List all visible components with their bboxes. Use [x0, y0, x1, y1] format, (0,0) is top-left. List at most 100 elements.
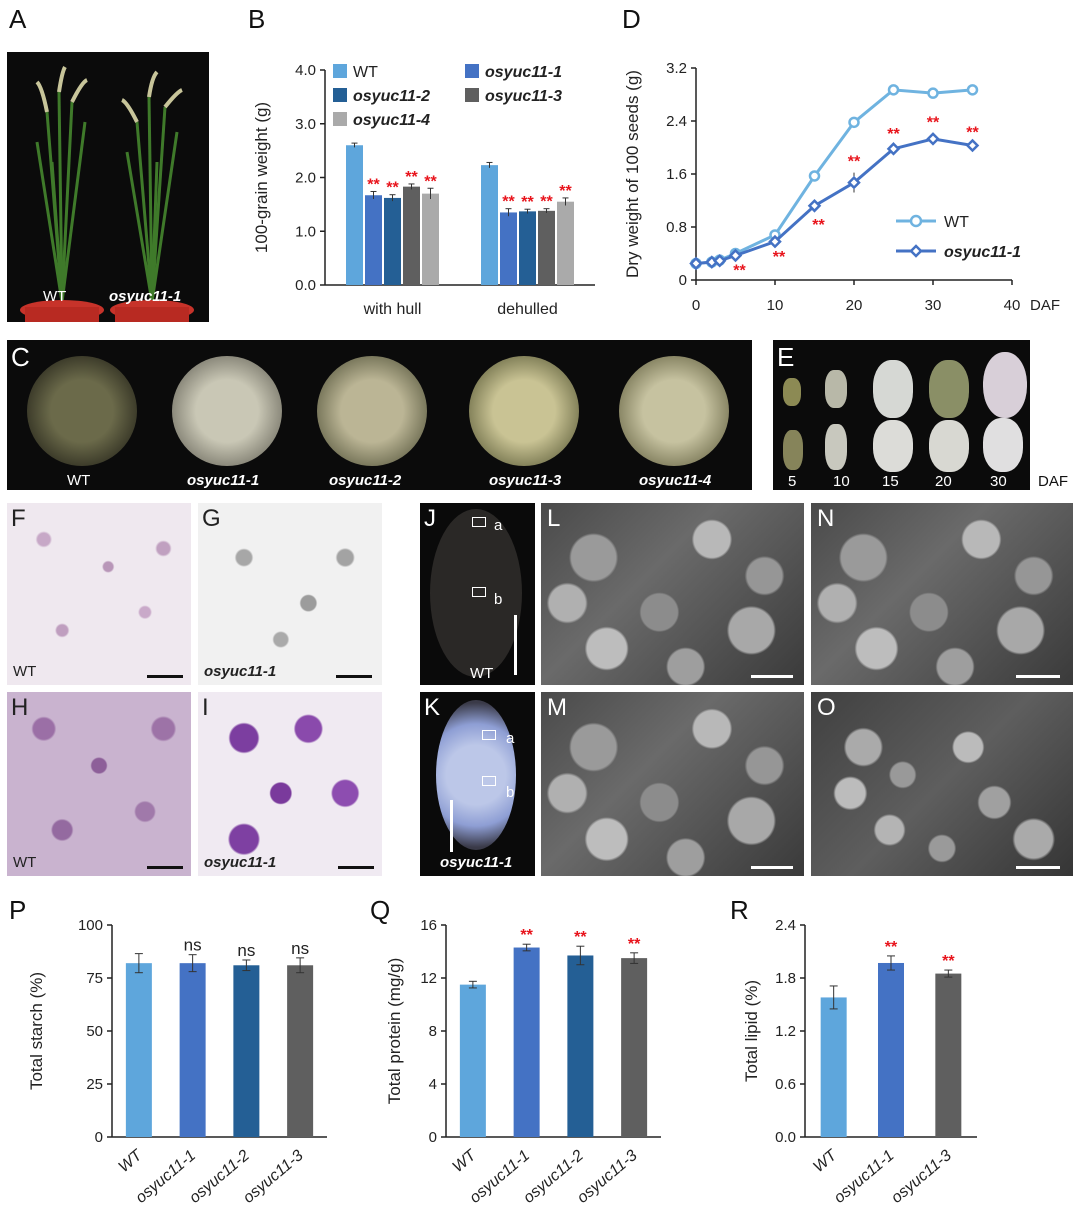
- significance-marker: **: [502, 194, 515, 211]
- y-axis-title: 100-grain weight (g): [252, 102, 271, 253]
- bar: [820, 997, 847, 1137]
- y-tick-label: 0.0: [775, 1129, 796, 1146]
- cross-section-k: K a b osyuc11-1: [420, 692, 535, 876]
- bar: [422, 193, 439, 285]
- region-b-label-j: b: [494, 591, 503, 608]
- legend-label: WT: [944, 214, 969, 231]
- significance-marker: **: [540, 194, 553, 211]
- data-point: [768, 234, 782, 249]
- y-tick-label: 1.8: [775, 970, 796, 987]
- seed-label-osyuc11-2: osyuc11-2: [329, 472, 402, 489]
- data-point: [848, 116, 860, 129]
- y-tick-label: 3.2: [666, 60, 687, 77]
- bar: [878, 962, 904, 1137]
- y-tick-label: 8: [429, 1023, 437, 1040]
- data-point: [926, 132, 940, 146]
- significance-marker: **: [773, 249, 786, 266]
- legend-label: osyuc11-4: [353, 112, 430, 129]
- bar: [403, 186, 420, 285]
- y-tick-label: 1.6: [666, 166, 687, 183]
- panel-label-e: E: [777, 342, 795, 372]
- panel-label-i: I: [202, 694, 209, 721]
- region-b-label-k: b: [506, 784, 515, 801]
- significance-marker: **: [405, 169, 418, 186]
- plant-photo: WT osyuc11-1: [7, 52, 209, 322]
- sem-photo-l: L: [541, 503, 804, 685]
- legend-label: osyuc11-3: [485, 88, 562, 105]
- bar: [346, 145, 363, 285]
- y-axis-title: Total lipid (%): [742, 980, 761, 1082]
- section-label-h: WT: [13, 854, 37, 871]
- bar: [233, 965, 260, 1137]
- panel-label-h: H: [11, 694, 29, 721]
- bar: [557, 201, 574, 285]
- y-tick-label: 75: [86, 970, 103, 987]
- bar: [384, 197, 401, 285]
- bar: [519, 211, 536, 285]
- x-category-label: osyuc11-3: [574, 1147, 641, 1207]
- legend-swatch: [333, 64, 347, 78]
- x-tick-label: 0: [692, 297, 700, 314]
- daf-unit-label: DAF: [1038, 473, 1068, 490]
- data-point: [847, 175, 861, 190]
- data-point: [808, 170, 821, 182]
- y-axis-title: Dry weight of 100 seeds (g): [623, 70, 642, 278]
- section-label-g: osyuc11-1: [204, 663, 277, 680]
- daf-day-10: 10: [833, 473, 850, 490]
- bar: [513, 947, 540, 1137]
- significance-marker: **: [942, 953, 955, 970]
- data-point: [689, 256, 703, 271]
- bar: [500, 212, 517, 285]
- y-tick-label: 4.0: [295, 62, 316, 79]
- plant-label-wt: WT: [43, 288, 67, 305]
- y-tick-label: 4: [429, 1076, 437, 1093]
- cross-section-j: J a b WT: [420, 503, 535, 685]
- y-tick-label: 3.0: [295, 116, 316, 133]
- x-axis-unit: DAF: [1030, 297, 1060, 314]
- bar: [459, 984, 486, 1137]
- significance-marker: **: [628, 936, 641, 953]
- section-photo-i: I osyuc11-1: [198, 692, 382, 876]
- panel-label-r: R: [730, 895, 749, 925]
- panel-label-k: K: [424, 694, 441, 721]
- x-tick-label: 20: [846, 297, 863, 314]
- rice-plants-illustration: [20, 65, 194, 322]
- sem-photo-m: M: [541, 692, 804, 876]
- panel-label-o: O: [817, 694, 836, 721]
- daf-day-15: 15: [882, 473, 899, 490]
- chart-b-grain-weight: 0.0 1.0 2.0 3.0 4.0 100-grain weight (g) with …: [252, 62, 595, 318]
- seed-label-osyuc11-3: osyuc11-3: [489, 472, 562, 489]
- data-point: [927, 87, 939, 99]
- seed-label-osyuc11-4: osyuc11-4: [639, 472, 712, 489]
- data-point: [712, 254, 727, 268]
- daf-day-30: 30: [990, 473, 1007, 490]
- legend-label: osyuc11-1: [485, 64, 562, 81]
- chart-r-lipid: 0.0 0.6 1.2 1.8 2.4 Total lipid (%) WT ** osyuc1…: [742, 917, 977, 1207]
- bar: [179, 963, 206, 1137]
- section-photo-f: F WT: [7, 503, 191, 685]
- bar: [935, 973, 962, 1137]
- x-category-label: WT: [449, 1146, 480, 1176]
- seed-pile-osyuc11-2: [317, 356, 427, 466]
- region-a-label-j: a: [494, 517, 503, 534]
- seed-pile-wt: [27, 356, 137, 466]
- bar: [567, 955, 594, 1137]
- section-photo-g: G osyuc11-1: [198, 503, 382, 685]
- sem-photo-n: N: [811, 503, 1073, 685]
- data-point: [886, 142, 901, 156]
- x-tick-label: 30: [925, 297, 942, 314]
- x-category-label: with hull: [363, 301, 422, 318]
- y-tick-label: 100: [78, 917, 103, 934]
- developing-seeds-photo: E: [773, 340, 1030, 490]
- significance-marker: **: [812, 217, 825, 234]
- panel-label-q: Q: [370, 895, 391, 925]
- chart-d-dry-weight: 0 0.8 1.6 2.4 3.2 Dry weight of 100 seeds (g)…: [623, 60, 1060, 314]
- section-label-k: osyuc11-1: [440, 854, 513, 871]
- significance-marker: **: [966, 125, 979, 142]
- y-tick-label: 12: [420, 970, 437, 987]
- legend-marker: [909, 244, 923, 258]
- y-tick-label: 1.2: [775, 1023, 796, 1040]
- y-axis-title: Total protein (mg/g): [385, 958, 404, 1104]
- panel-label-g: G: [202, 505, 221, 532]
